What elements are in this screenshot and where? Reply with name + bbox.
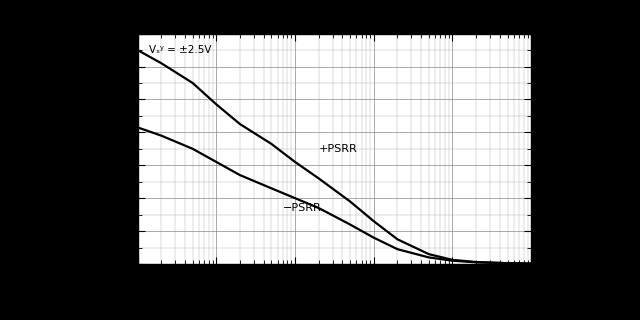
Text: Vₛʸ = ±2.5V: Vₛʸ = ±2.5V xyxy=(149,45,212,55)
Y-axis label: PSRR (dB): PSRR (dB) xyxy=(97,117,108,180)
Text: +PSRR: +PSRR xyxy=(319,144,358,154)
Text: 01101-035: 01101-035 xyxy=(559,166,565,205)
X-axis label: FREQUENCY (Hz): FREQUENCY (Hz) xyxy=(282,283,387,293)
Text: −PSRR: −PSRR xyxy=(283,203,321,213)
Text: Figure 35. PSRR vs. Frequency at ±2.5 V: Figure 35. PSRR vs. Frequency at ±2.5 V xyxy=(161,296,389,306)
